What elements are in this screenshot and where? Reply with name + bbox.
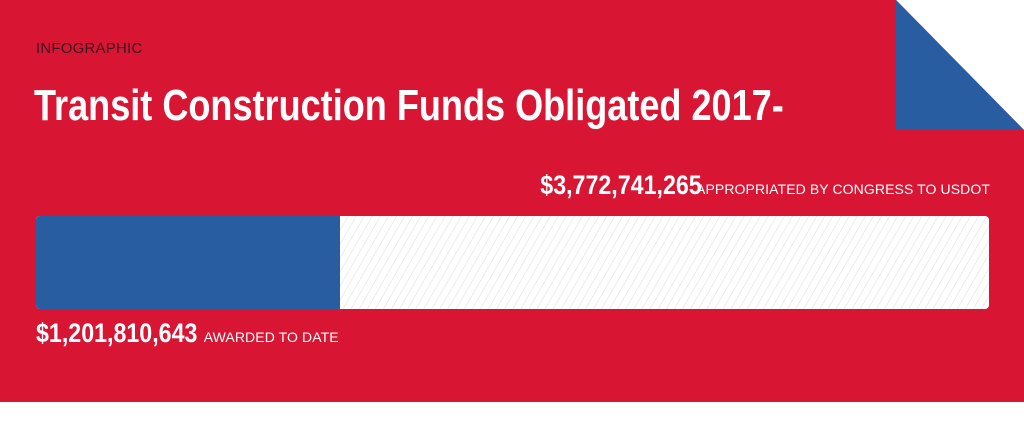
awarded-label: AWARDED TO DATE [203, 329, 339, 345]
appropriated-amount: $3,772,741,265 [540, 170, 702, 200]
awarded-amount: $1,201,810,643 [36, 318, 198, 348]
funds-progress-bar [36, 216, 989, 309]
awarded-fill [36, 216, 340, 309]
page-title: Transit Construction Funds Obligated 201… [34, 81, 784, 130]
appropriated-annotation: $3,772,741,265 APPROPRIATED BY CONGRESS … [514, 170, 990, 201]
awarded-annotation: $1,201,810,643 AWARDED TO DATE [36, 318, 339, 349]
infographic-tag: INFOGRAPHIC [36, 40, 143, 57]
infographic-card: INFOGRAPHIC Transit Construction Funds O… [0, 0, 1024, 402]
appropriated-label: APPROPRIATED BY CONGRESS TO USDOT [696, 181, 990, 197]
folded-corner [896, 0, 1024, 130]
